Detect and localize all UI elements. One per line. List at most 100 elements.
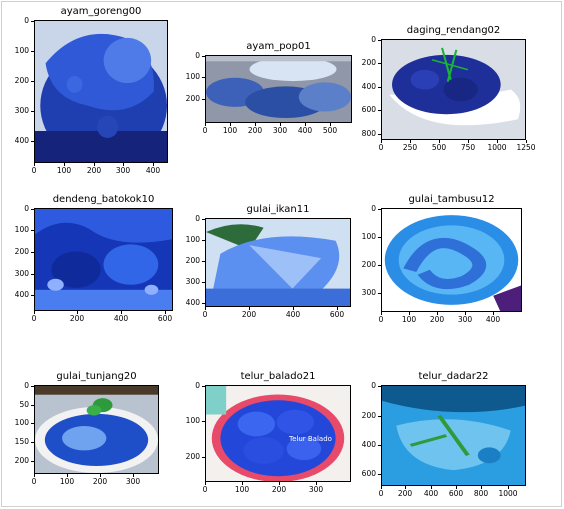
y-tick-mark <box>202 218 205 220</box>
y-tick-mark <box>202 385 205 387</box>
x-tick-mark <box>496 140 498 143</box>
y-tick-label: 100 <box>14 225 29 234</box>
x-tick-label: 100 <box>401 315 417 324</box>
x-tick-label: 800 <box>473 489 489 498</box>
y-tick-mark <box>378 264 381 266</box>
y-tick-mark <box>31 229 34 231</box>
y-tick-label: 300 <box>185 277 200 286</box>
y-tick-label: 200 <box>185 256 200 265</box>
food-image <box>34 385 159 474</box>
x-tick-mark <box>525 140 527 143</box>
x-tick-label: 400 <box>285 310 301 319</box>
x-tick-label: 100 <box>222 126 238 135</box>
y-tick-label: 100 <box>185 416 200 425</box>
x-tick-label: 0 <box>378 315 384 324</box>
y-tick-mark <box>31 404 34 406</box>
y-tick-mark <box>378 39 381 41</box>
panel-title: gulai_tunjang20 <box>56 371 137 382</box>
x-tick-mark <box>507 486 509 489</box>
y-tick-label: 600 <box>361 105 376 114</box>
y-tick-label: 100 <box>361 232 376 241</box>
y-tick-label: 0 <box>371 204 376 213</box>
x-tick-label: 300 <box>125 477 141 486</box>
x-tick-label: 1000 <box>498 489 518 498</box>
y-tick-mark <box>378 473 381 475</box>
y-tick-label: 0 <box>24 381 29 390</box>
x-tick-mark <box>254 123 256 126</box>
y-tick-label: 100 <box>185 235 200 244</box>
x-tick-label: 750 <box>460 143 476 152</box>
x-tick-mark <box>380 312 382 315</box>
y-tick-mark <box>378 109 381 111</box>
y-tick-label: 300 <box>14 106 29 115</box>
panel-title: dendeng_batokok10 <box>52 194 155 205</box>
y-tick-label: 600 <box>361 469 376 478</box>
x-tick-mark <box>278 482 280 485</box>
x-tick-mark <box>304 123 306 126</box>
x-tick-mark <box>279 123 281 126</box>
x-tick-mark <box>204 123 206 126</box>
x-tick-label: 200 <box>429 315 445 324</box>
x-tick-mark <box>380 486 382 489</box>
food-image <box>381 385 526 486</box>
x-tick-mark <box>409 140 411 143</box>
x-tick-mark <box>99 474 101 477</box>
x-tick-label: 250 <box>402 143 418 152</box>
y-tick-mark <box>202 281 205 283</box>
x-tick-mark <box>63 163 65 166</box>
y-tick-mark <box>31 385 34 387</box>
y-tick-label: 200 <box>14 456 29 465</box>
y-tick-mark <box>31 140 34 142</box>
y-tick-mark <box>378 133 381 135</box>
y-tick-mark <box>202 76 205 78</box>
x-tick-label: 300 <box>115 166 131 175</box>
panel-title: daging_rendang02 <box>406 25 501 36</box>
x-tick-label: 400 <box>113 314 129 323</box>
x-tick-mark <box>204 307 206 310</box>
x-tick-mark <box>480 486 482 489</box>
y-tick-mark <box>31 80 34 82</box>
y-tick-label: 0 <box>195 381 200 390</box>
x-tick-mark <box>241 482 243 485</box>
y-tick-mark <box>202 420 205 422</box>
x-tick-label: 0 <box>202 126 208 135</box>
x-tick-mark <box>467 140 469 143</box>
x-tick-mark <box>292 307 294 310</box>
y-tick-label: 0 <box>195 51 200 60</box>
x-tick-label: 100 <box>56 166 72 175</box>
x-tick-mark <box>152 163 154 166</box>
x-tick-mark <box>436 312 438 315</box>
x-tick-label: 0 <box>31 477 37 486</box>
panel-title: gulai_ikan11 <box>246 204 310 215</box>
panel-title: telur_balado21 <box>240 371 316 382</box>
x-tick-label: 500 <box>322 126 338 135</box>
x-tick-label: 200 <box>241 310 257 319</box>
x-tick-label: 0 <box>378 489 384 498</box>
y-tick-label: 0 <box>371 35 376 44</box>
y-tick-label: 400 <box>361 82 376 91</box>
x-tick-mark <box>430 486 432 489</box>
x-tick-mark <box>464 312 466 315</box>
x-tick-label: 600 <box>448 489 464 498</box>
x-tick-label: 300 <box>457 315 473 324</box>
x-tick-label: 400 <box>423 489 439 498</box>
y-tick-label: 100 <box>14 46 29 55</box>
food-image <box>34 20 168 163</box>
y-tick-mark <box>31 20 34 22</box>
x-tick-label: 200 <box>92 477 108 486</box>
y-tick-label: 200 <box>361 58 376 67</box>
y-tick-label: 400 <box>185 298 200 307</box>
x-tick-mark <box>336 307 338 310</box>
x-tick-mark <box>492 312 494 315</box>
y-tick-label: 200 <box>361 411 376 420</box>
y-tick-mark <box>31 460 34 462</box>
y-tick-label: 200 <box>14 76 29 85</box>
x-tick-mark <box>132 474 134 477</box>
y-tick-label: 300 <box>361 288 376 297</box>
x-tick-label: 1250 <box>516 143 536 152</box>
x-tick-label: 200 <box>397 489 413 498</box>
x-tick-mark <box>120 311 122 314</box>
x-tick-label: 0 <box>202 310 208 319</box>
y-tick-mark <box>378 236 381 238</box>
x-tick-label: 100 <box>234 485 250 494</box>
